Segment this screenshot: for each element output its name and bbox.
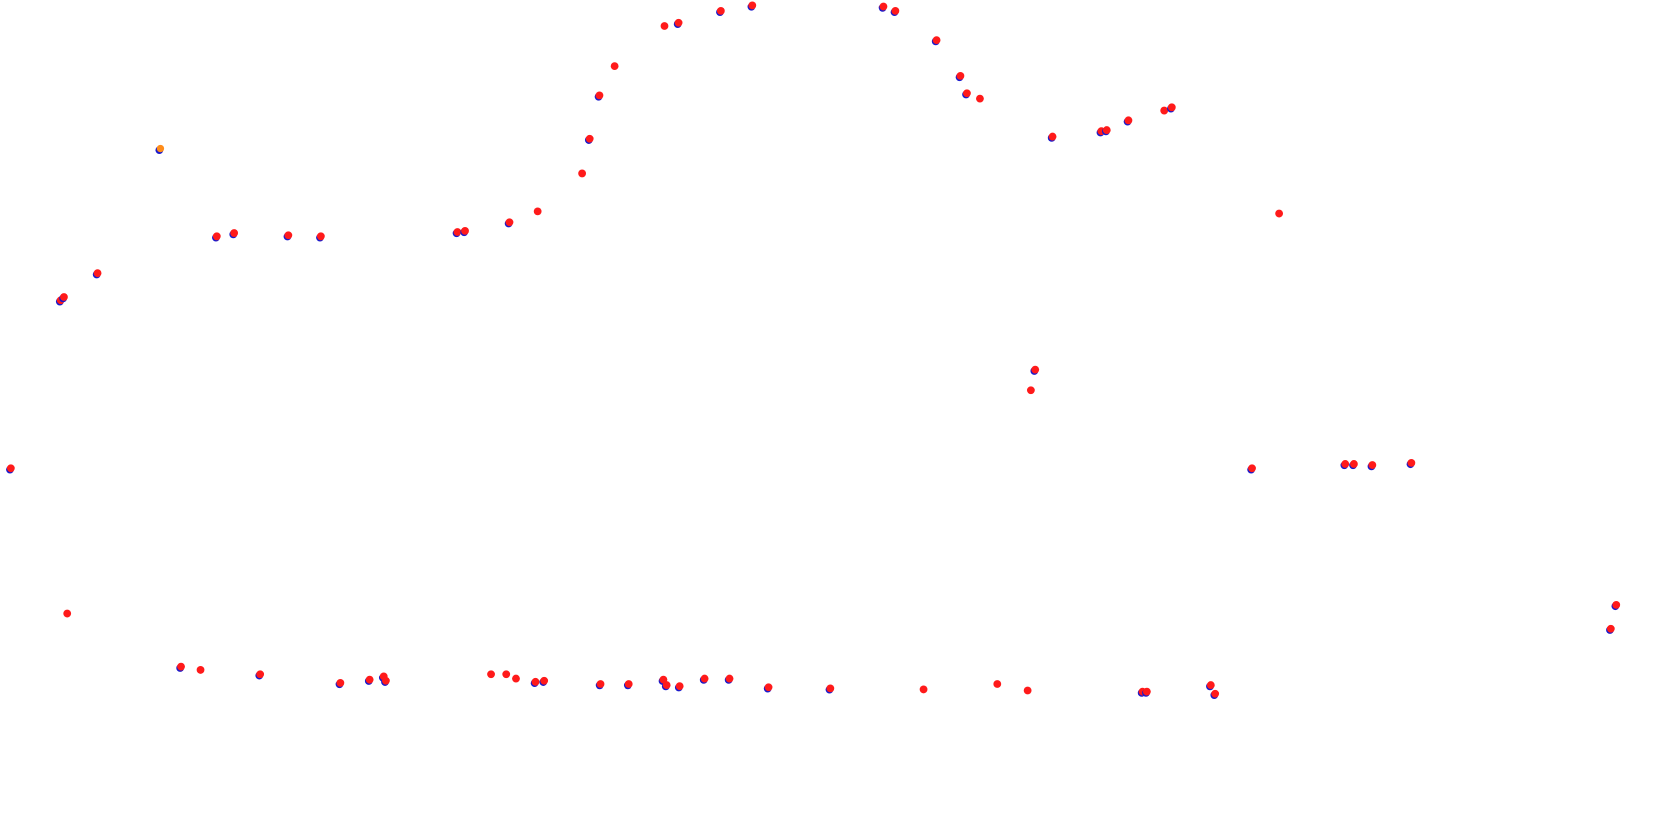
predicted-point — [1350, 460, 1358, 468]
predicted-point — [919, 685, 928, 694]
predicted-point — [1142, 687, 1151, 696]
predicted-point — [1407, 458, 1416, 467]
predicted-point — [932, 36, 941, 45]
predicted-point — [63, 609, 72, 618]
predicted-point — [6, 464, 15, 473]
predicted-point — [93, 269, 102, 278]
predicted-point — [1606, 624, 1615, 633]
predicted-point — [1023, 686, 1032, 695]
highlight-point — [156, 144, 165, 153]
predicted-point — [487, 670, 495, 679]
predicted-point — [1048, 132, 1057, 141]
predicted-point — [1167, 103, 1176, 112]
predicted-point — [196, 666, 205, 674]
predicted-point — [1341, 460, 1350, 468]
predicted-point — [453, 228, 462, 236]
predicted-point — [382, 676, 390, 685]
predicted-point — [284, 231, 293, 240]
predicted-point — [1248, 464, 1256, 473]
predicted-point — [256, 670, 265, 679]
predicted-point — [336, 679, 345, 687]
predicted-point — [533, 207, 542, 216]
predicted-point — [700, 674, 709, 683]
predicted-point — [674, 18, 683, 27]
predicted-point — [585, 134, 594, 143]
predicted-point — [1031, 365, 1040, 374]
point-layer — [6, 1, 1621, 699]
predicted-point — [716, 6, 725, 15]
predicted-point — [1211, 689, 1220, 698]
predicted-point — [1368, 461, 1377, 469]
predicted-point — [624, 680, 633, 688]
predicted-point — [316, 232, 325, 241]
predicted-point — [660, 22, 669, 30]
predicted-point — [891, 6, 900, 15]
predicted-point — [826, 684, 835, 693]
predicted-point — [365, 675, 374, 684]
predicted-point — [956, 71, 965, 80]
predicted-point — [177, 662, 185, 671]
predicted-point — [502, 670, 511, 679]
predicted-point — [1612, 600, 1621, 609]
predicted-point — [230, 229, 239, 237]
predicted-point — [662, 681, 671, 689]
predicted-point — [512, 674, 520, 683]
predicted-point — [764, 683, 773, 692]
predicted-point — [675, 682, 684, 691]
predicted-point — [725, 674, 734, 683]
predicted-point — [595, 91, 604, 100]
predicted-point — [596, 680, 605, 688]
predicted-point — [60, 293, 68, 301]
predicted-point — [879, 2, 888, 11]
predicted-point — [1275, 209, 1284, 218]
predicted-point — [1206, 681, 1215, 689]
predicted-point — [993, 680, 1002, 688]
predicted-point — [963, 89, 971, 98]
predicted-point — [976, 94, 984, 103]
predicted-point — [1026, 386, 1035, 395]
predicted-point — [531, 677, 540, 686]
predicted-point — [1124, 116, 1133, 125]
predicted-point — [461, 226, 469, 235]
predicted-point — [1102, 126, 1111, 134]
predicted-point — [505, 218, 514, 227]
predicted-point — [1160, 106, 1169, 115]
predicted-point — [578, 169, 587, 178]
predicted-point — [748, 1, 757, 10]
predicted-point — [540, 676, 549, 685]
predicted-point — [212, 232, 221, 241]
predicted-point — [610, 62, 619, 71]
